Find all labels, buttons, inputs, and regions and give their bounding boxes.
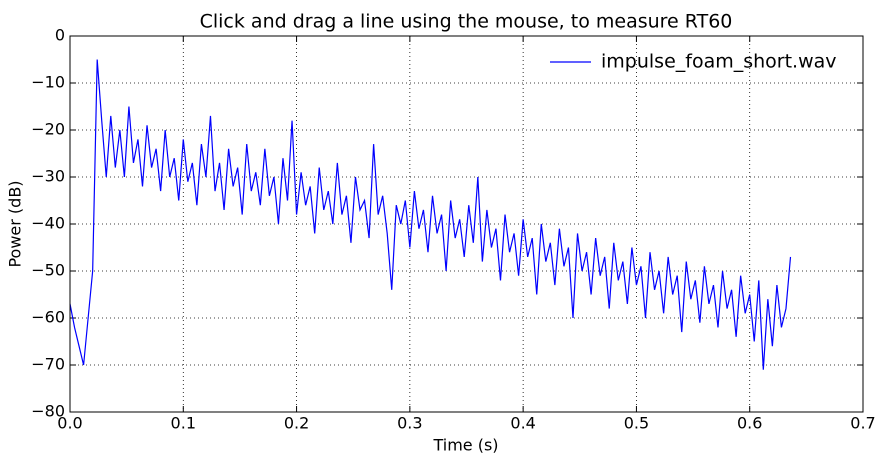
y-tick-label: −60 [31,308,65,327]
x-tick-label: 0.2 [284,414,309,433]
y-tick-label: −80 [31,402,65,421]
x-tick-label: 0.7 [850,414,875,433]
x-axis-label: Time (s) [432,436,498,455]
x-tick-label: 0.4 [510,414,535,433]
y-tick-label: −50 [31,261,65,280]
x-tick-label: 0.0 [57,414,82,433]
plot-frame [69,35,864,413]
data-line [69,59,792,370]
y-tick-label: −30 [31,167,65,186]
y-tick-label: −20 [31,120,65,139]
x-tick-label: 0.3 [397,414,422,433]
legend-label: impulse_foam_short.wav [601,51,837,73]
y-tick-label: 0 [55,26,65,45]
y-tick-label: −10 [31,73,65,92]
y-tick-label: −40 [31,214,65,233]
x-tick-label: 0.6 [737,414,762,433]
x-tick-label: 0.1 [171,414,196,433]
y-axis-label: Power (dB) [6,180,25,267]
y-tick-label: −70 [31,355,65,374]
chart-title: Click and drag a line using the mouse, t… [200,11,733,33]
x-tick-label: 0.5 [624,414,649,433]
